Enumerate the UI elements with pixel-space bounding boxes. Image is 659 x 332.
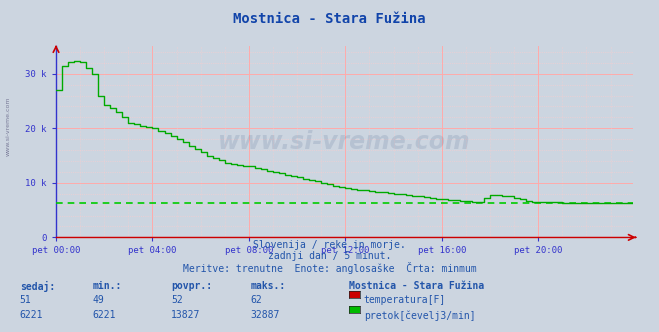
Text: sedaj:: sedaj:	[20, 281, 55, 291]
Text: zadnji dan / 5 minut.: zadnji dan / 5 minut.	[268, 251, 391, 261]
Text: maks.:: maks.:	[250, 281, 285, 290]
Text: 32887: 32887	[250, 310, 280, 320]
Text: 6221: 6221	[20, 310, 43, 320]
Text: 49: 49	[92, 295, 104, 305]
Text: 52: 52	[171, 295, 183, 305]
Text: 62: 62	[250, 295, 262, 305]
Text: temperatura[F]: temperatura[F]	[364, 295, 446, 305]
Text: Slovenija / reke in morje.: Slovenija / reke in morje.	[253, 240, 406, 250]
Text: Mostnica - Stara Fužina: Mostnica - Stara Fužina	[233, 12, 426, 26]
Text: 6221: 6221	[92, 310, 116, 320]
Text: Meritve: trenutne  Enote: anglosaške  Črta: minmum: Meritve: trenutne Enote: anglosaške Črta…	[183, 262, 476, 274]
Text: Mostnica - Stara Fužina: Mostnica - Stara Fužina	[349, 281, 484, 290]
Text: min.:: min.:	[92, 281, 122, 290]
Text: pretok[čevelj3/min]: pretok[čevelj3/min]	[364, 310, 475, 321]
Text: www.si-vreme.com: www.si-vreme.com	[5, 96, 11, 156]
Text: 13827: 13827	[171, 310, 201, 320]
Text: povpr.:: povpr.:	[171, 281, 212, 290]
Text: 51: 51	[20, 295, 32, 305]
Text: www.si-vreme.com: www.si-vreme.com	[218, 130, 471, 154]
